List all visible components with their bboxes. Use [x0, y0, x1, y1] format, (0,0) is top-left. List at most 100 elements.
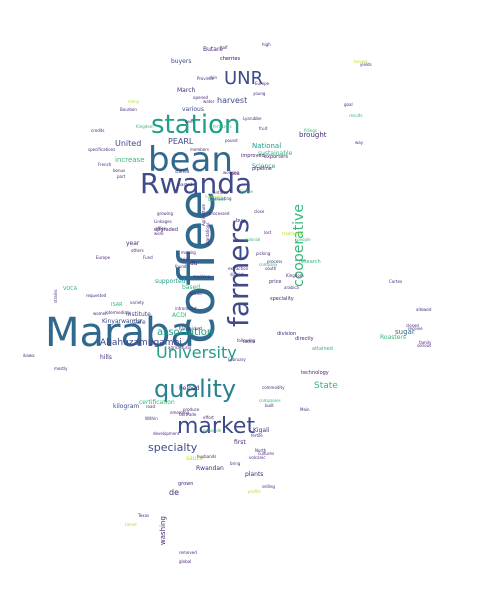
- cloud-word: processed: [209, 211, 230, 216]
- cloud-word: February: [228, 357, 246, 362]
- cloud-word: brought: [299, 131, 327, 139]
- cloud-word: sauce: [186, 455, 204, 462]
- cloud-word: French: [98, 162, 112, 167]
- cloud-word: Cortex: [389, 279, 403, 284]
- cloud-word: coffee: [168, 190, 226, 344]
- cloud-word: road: [146, 404, 155, 409]
- cloud-word: selling: [262, 484, 275, 489]
- cloud-word: found: [175, 264, 187, 269]
- cloud-word: attained: [312, 346, 333, 352]
- cloud-word: Kingdom: [286, 273, 304, 278]
- cloud-word: assisting: [214, 196, 232, 201]
- cloud-word: research: [299, 259, 321, 265]
- cloud-word: Kingdom: [136, 124, 154, 129]
- cloud-word: picking: [256, 251, 271, 256]
- cloud-word: helped: [179, 385, 200, 392]
- cloud-word: du: [190, 260, 198, 267]
- cloud-word: however: [205, 194, 223, 199]
- cloud-word: companies: [259, 398, 281, 403]
- cloud-word: high: [262, 42, 271, 47]
- cloud-word: buy: [236, 218, 245, 224]
- cloud-word: Science: [252, 163, 276, 170]
- cloud-word: sugar: [395, 328, 415, 336]
- cloud-word: young: [253, 91, 266, 96]
- cloud-word: ikawa: [23, 353, 35, 358]
- cloud-word: volcanic: [249, 455, 265, 460]
- cloud-word: Kinyarwanda: [102, 318, 141, 325]
- cloud-word: south: [265, 266, 277, 271]
- cloud-word: Bourbon: [120, 107, 137, 112]
- cloud-word: machine: [193, 274, 211, 279]
- cloud-word: produce: [183, 407, 200, 412]
- cloud-word: kilogram: [113, 403, 139, 410]
- cloud-word: directly: [295, 336, 314, 342]
- cloud-word: goal: [344, 102, 353, 107]
- cloud-word: fillings: [304, 128, 317, 133]
- cloud-word: division: [277, 331, 296, 337]
- cloud-word: speciality: [270, 296, 294, 302]
- cloud-word: Fund: [143, 255, 153, 260]
- cloud-word: business: [208, 197, 225, 202]
- cloud-word: station: [151, 110, 240, 140]
- cloud-word: traditional: [282, 231, 303, 236]
- cloud-word: following: [237, 338, 255, 343]
- cloud-word: Maraba: [45, 310, 195, 356]
- cloud-word: specialty: [148, 441, 198, 454]
- cloud-word: extraction: [228, 266, 249, 271]
- cloud-word: various: [182, 106, 204, 113]
- cloud-word: women: [93, 311, 108, 316]
- cloud-word: making: [181, 250, 196, 255]
- cloud-word: husbands: [197, 454, 216, 459]
- cloud-word: fertilizers: [213, 124, 232, 129]
- cloud-word: beer: [185, 119, 194, 124]
- cloud-word: removed: [179, 550, 197, 555]
- cloud-word: requested: [86, 293, 107, 298]
- cloud-word: half: [220, 45, 228, 50]
- cloud-word: tools: [230, 171, 240, 176]
- cloud-word: global: [179, 559, 191, 564]
- cloud-word: agricultural: [168, 345, 191, 350]
- cloud-word: grown: [178, 481, 193, 487]
- cloud-word: harvest: [217, 96, 247, 105]
- cloud-word: cherries: [220, 56, 240, 62]
- cloud-word: UNR: [224, 68, 263, 89]
- cloud-word: district: [230, 272, 244, 277]
- cloud-word: National: [252, 142, 281, 150]
- cloud-word: serious: [417, 343, 431, 348]
- cloud-word: Linkages: [154, 219, 172, 224]
- cloud-word: fairtrade: [179, 412, 197, 417]
- cloud-word: plantations: [205, 223, 210, 245]
- cloud-word: tonnes: [354, 59, 368, 64]
- cloud-word: emerging: [170, 410, 190, 415]
- cloud-word: growing: [157, 211, 173, 216]
- cloud-word: plants: [245, 471, 263, 478]
- cloud-word: bonus: [113, 168, 125, 173]
- cloud-word: technology: [301, 370, 329, 376]
- cloud-word: farmers: [222, 218, 255, 327]
- cloud-word: Rwanda: [140, 167, 252, 200]
- cloud-word: yields: [360, 62, 372, 67]
- cloud-word: opened: [193, 95, 208, 100]
- cloud-word: others: [131, 248, 144, 253]
- cloud-word: first: [234, 439, 246, 446]
- cloud-word: built: [265, 403, 274, 408]
- cloud-word: variety: [130, 300, 145, 305]
- cloud-word: exporters: [264, 154, 288, 160]
- cloud-word: University: [156, 343, 237, 362]
- cloud-word: sustainable: [258, 150, 293, 157]
- cloud-word: receive: [408, 326, 423, 331]
- cloud-word: brand: [190, 291, 202, 296]
- cloud-word: washing: [159, 516, 167, 545]
- cloud-word: genocide: [203, 428, 222, 433]
- cloud-word: quality: [154, 375, 236, 403]
- cloud-word: Abahuzamugambi: [100, 338, 182, 348]
- cloud-word: year: [126, 240, 140, 247]
- cloud-word: roasted: [177, 182, 193, 187]
- cloud-word: results: [349, 113, 362, 118]
- cloud-word: entities: [213, 190, 228, 195]
- cloud-word: March: [177, 87, 195, 94]
- cloud-word: ISAR: [111, 302, 123, 308]
- cloud-word: arabica: [284, 285, 299, 290]
